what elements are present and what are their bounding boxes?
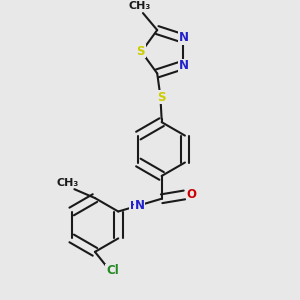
- Text: CH₃: CH₃: [57, 178, 79, 188]
- Text: S: S: [157, 91, 165, 103]
- Text: S: S: [136, 45, 145, 58]
- Text: CH₃: CH₃: [129, 1, 151, 11]
- Text: O: O: [186, 188, 197, 201]
- Text: N: N: [178, 59, 189, 72]
- Text: Cl: Cl: [106, 264, 119, 278]
- Text: H: H: [130, 201, 139, 211]
- Text: N: N: [134, 199, 145, 212]
- Text: N: N: [178, 31, 189, 44]
